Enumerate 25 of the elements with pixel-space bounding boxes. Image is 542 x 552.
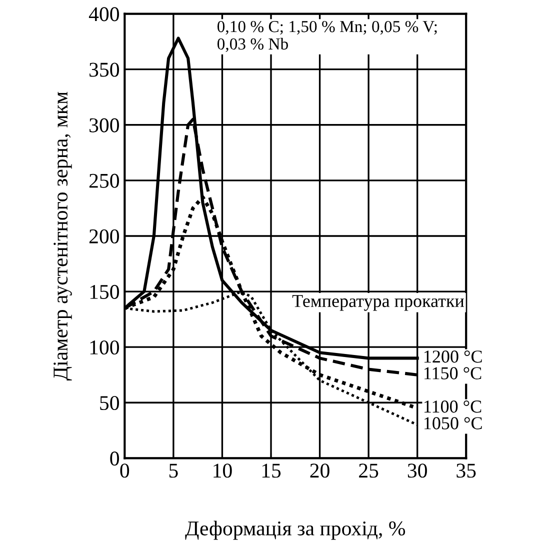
y-tick-label: 400: [88, 7, 120, 22]
y-axis-title: Діаметр аустенітного зерна, мкм: [54, 92, 72, 380]
x-tick-label: 15: [262, 464, 281, 478]
x-tick-label: 30: [408, 464, 427, 478]
y-tick-label: 0: [110, 452, 120, 466]
y-tick-label: 150: [90, 284, 120, 299]
y-tick-label: 200: [89, 229, 120, 244]
y-tick-label: 250: [89, 174, 120, 188]
annotation: 0,10 % C; 1,50 % Mn; 0,05 % V; 0,03 % Nb: [217, 20, 437, 52]
x-tick-label: 10: [214, 464, 232, 478]
y-tick-label: 350: [90, 62, 120, 77]
x-axis-title: Деформація за прохід, %: [185, 520, 406, 540]
x-tick-label: 20: [310, 464, 330, 478]
y-tick-label: 100: [90, 340, 120, 355]
series-label: 1150 °C: [424, 367, 482, 380]
series-label: 1050 °C: [424, 417, 482, 430]
series-label: 1200 °C: [424, 350, 482, 363]
y-tick-label: 50: [100, 396, 120, 410]
y-tick-label: 300: [90, 118, 120, 132]
series-label: 1100 °C: [424, 400, 482, 413]
x-tick-label: 25: [359, 464, 378, 478]
x-tick-label: 0: [120, 464, 130, 478]
x-tick-label: 5: [169, 464, 178, 478]
x-tick-label: 35: [456, 464, 476, 478]
legend-title: Температура прокатки: [292, 295, 464, 311]
